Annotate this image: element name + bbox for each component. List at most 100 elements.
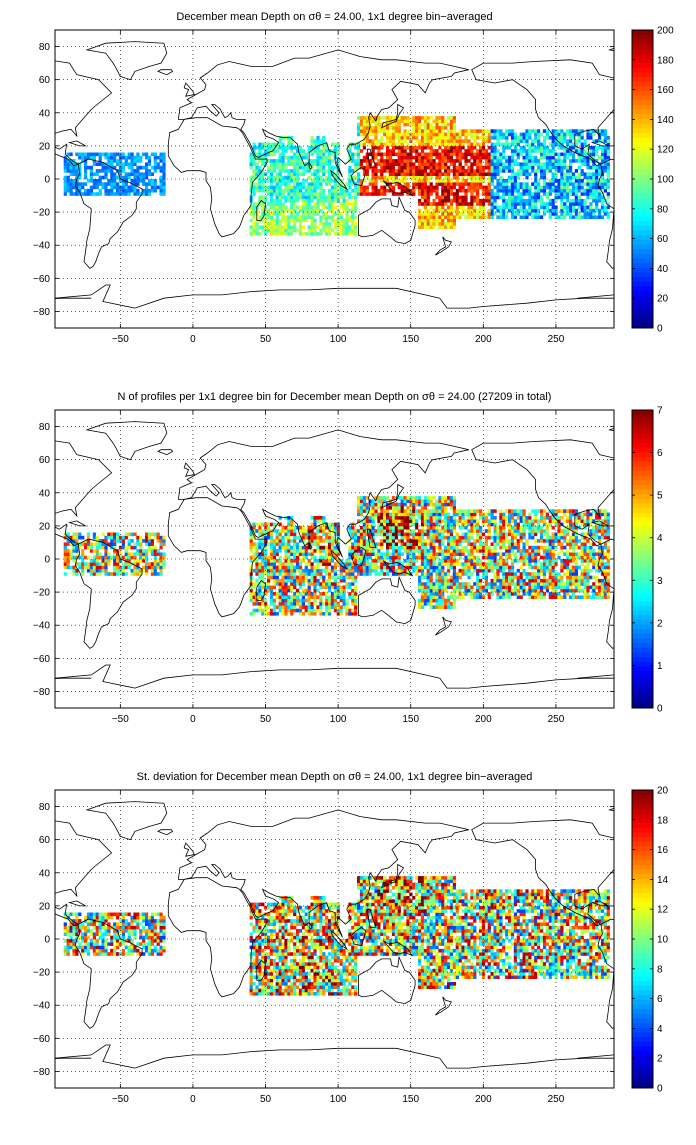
heatmap-cell — [325, 559, 328, 563]
heatmap-cell — [464, 162, 467, 166]
heatmap-cell — [343, 192, 346, 196]
heatmap-cell — [398, 559, 401, 563]
heatmap-cell — [340, 595, 343, 599]
heatmap-cell — [444, 186, 447, 190]
heatmap-cell — [363, 159, 366, 163]
heatmap-cell — [389, 526, 392, 530]
heatmap-cell — [412, 529, 415, 533]
heatmap-cell — [374, 136, 377, 140]
heatmap-cell — [276, 572, 279, 576]
heatmap-cell — [456, 169, 459, 173]
heatmap-cell — [334, 232, 337, 236]
heatmap-cell — [444, 196, 447, 200]
heatmap-cell — [406, 153, 409, 157]
heatmap-cell — [592, 149, 595, 153]
heatmap-cell — [87, 542, 90, 546]
heatmap-cell — [459, 172, 462, 176]
heatmap-cell — [290, 605, 293, 609]
heatmap-cell — [363, 126, 366, 130]
heatmap-cell — [348, 592, 351, 596]
heatmap-cell — [421, 186, 424, 190]
heatmap-cell — [250, 159, 253, 163]
heatmap-cell — [473, 162, 476, 166]
heatmap-cell — [325, 552, 328, 556]
heatmap-cell — [299, 582, 302, 586]
heatmap-cell — [569, 212, 572, 216]
heatmap-cell — [470, 189, 473, 193]
heatmap-cell — [496, 133, 499, 137]
heatmap-cell — [64, 566, 67, 570]
heatmap-cell — [70, 549, 73, 553]
heatmap-cell — [282, 526, 285, 530]
heatmap-cell — [508, 166, 511, 170]
heatmap-cell — [380, 559, 383, 563]
heatmap-cell — [470, 166, 473, 170]
heatmap-cell — [290, 172, 293, 176]
heatmap-cell — [476, 196, 479, 200]
heatmap-cell — [540, 143, 543, 147]
heatmap-cell — [540, 153, 543, 157]
heatmap-cell — [584, 206, 587, 210]
heatmap-cell — [528, 192, 531, 196]
heatmap-cell — [299, 526, 302, 530]
heatmap-cell — [517, 156, 520, 160]
heatmap-cell — [151, 552, 154, 556]
heatmap-cell — [430, 139, 433, 143]
heatmap-cell — [511, 179, 514, 183]
heatmap-cell — [313, 549, 316, 553]
heatmap-cell — [386, 513, 389, 517]
heatmap-cell — [87, 189, 90, 193]
heatmap-cell — [360, 506, 363, 510]
heatmap-cell — [404, 119, 407, 123]
heatmap-cell — [96, 549, 99, 553]
heatmap-cell — [334, 199, 337, 203]
heatmap-cell — [496, 206, 499, 210]
heatmap-cell — [435, 149, 438, 153]
heatmap-cell — [406, 536, 409, 540]
heatmap-cell — [412, 533, 415, 537]
heatmap-cell — [299, 602, 302, 606]
heatmap-cell — [374, 503, 377, 507]
colorbar-segment — [632, 53, 653, 58]
heatmap-cell — [441, 149, 444, 153]
heatmap-cell — [334, 562, 337, 566]
heatmap-cell — [601, 149, 604, 153]
heatmap-cell — [572, 159, 575, 163]
heatmap-cell — [139, 552, 142, 556]
heatmap-cell — [372, 559, 375, 563]
heatmap-cell — [104, 562, 107, 566]
heatmap-cell — [485, 149, 488, 153]
heatmap-cell — [102, 533, 105, 537]
heatmap-cell — [270, 229, 273, 233]
heatmap-cell — [319, 189, 322, 193]
heatmap-cell — [424, 539, 427, 543]
heatmap-cell — [406, 136, 409, 140]
heatmap-cell — [250, 539, 253, 543]
heatmap-cell — [340, 225, 343, 229]
heatmap-cell — [136, 542, 139, 546]
heatmap-cell — [586, 172, 589, 176]
heatmap-cell — [525, 149, 528, 153]
heatmap-cell — [578, 166, 581, 170]
heatmap-cell — [328, 533, 331, 537]
heatmap-cell — [392, 566, 395, 570]
heatmap-cell — [380, 516, 383, 520]
heatmap-cell — [107, 153, 110, 157]
heatmap-cell — [319, 572, 322, 576]
heatmap-cell — [424, 503, 427, 507]
heatmap-cell — [293, 222, 296, 226]
heatmap-cell — [395, 509, 398, 513]
heatmap-cell — [520, 149, 523, 153]
heatmap-cell — [589, 202, 592, 206]
heatmap-cell — [531, 162, 534, 166]
colorbar-segment — [632, 118, 653, 123]
heatmap-cell — [160, 569, 163, 573]
heatmap-cell — [421, 542, 424, 546]
heatmap-cell — [81, 552, 84, 556]
heatmap-cell — [386, 529, 389, 533]
heatmap-cell — [154, 533, 157, 537]
heatmap-cell — [546, 133, 549, 137]
heatmap-cell — [148, 182, 151, 186]
heatmap-cell — [427, 166, 430, 170]
heatmap-cell — [255, 572, 258, 576]
